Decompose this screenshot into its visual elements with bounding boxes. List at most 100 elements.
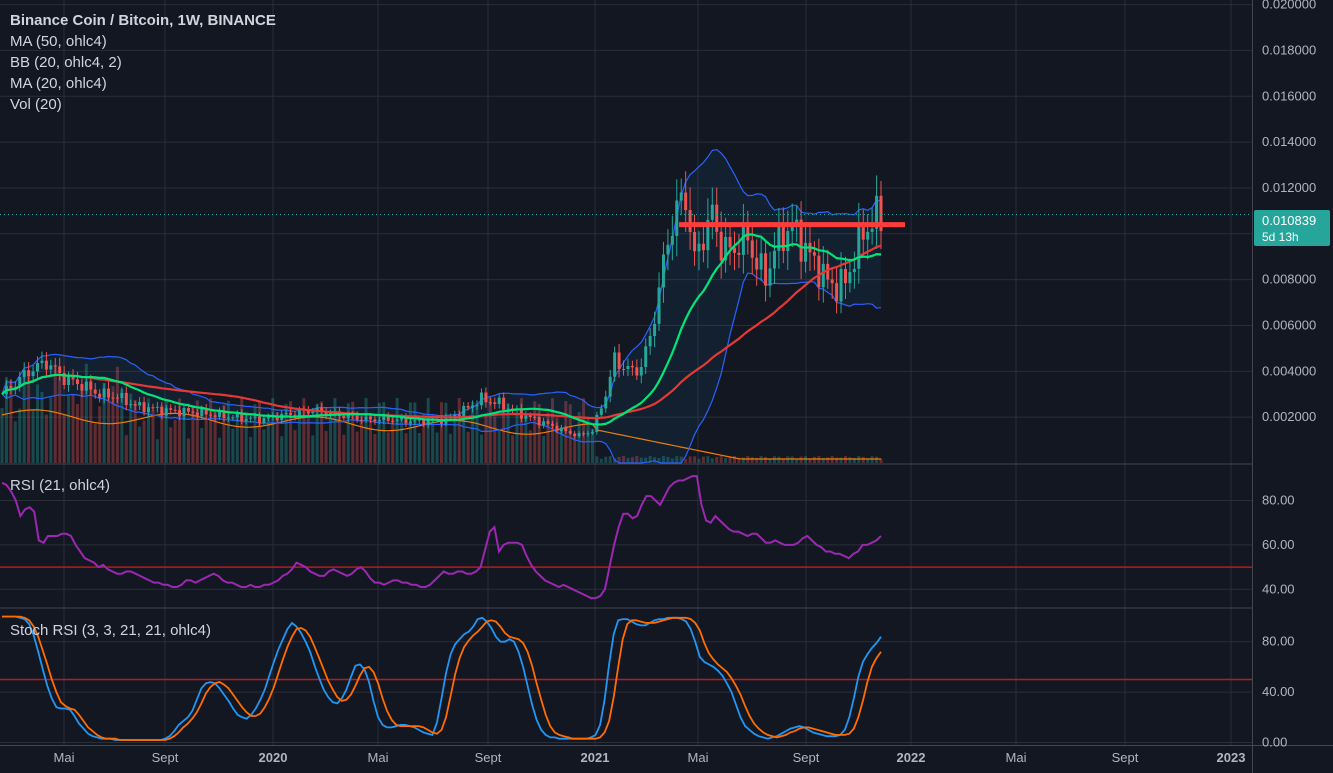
candle-body xyxy=(191,411,195,413)
candle-body xyxy=(138,402,142,406)
candle-body xyxy=(488,402,492,404)
volume-bar xyxy=(786,456,790,463)
volume-bar xyxy=(44,414,48,463)
candle-body xyxy=(36,363,40,372)
volume-bar xyxy=(861,456,865,463)
candle-body xyxy=(9,385,13,389)
candle-body xyxy=(324,411,328,416)
price-tick-label: 0.020000 xyxy=(1262,0,1316,12)
volume-bar xyxy=(173,419,177,463)
volume-bar xyxy=(515,413,519,463)
volume-bar xyxy=(129,393,133,463)
candle-body xyxy=(342,415,346,419)
candle-body xyxy=(786,231,790,252)
candle-body xyxy=(826,263,830,280)
candle-body xyxy=(306,410,310,414)
legend-stoch-rsi[interactable]: Stoch RSI (3, 3, 21, 21, ohlc4) xyxy=(10,622,211,639)
candle-body xyxy=(528,415,532,417)
volume-bar xyxy=(209,398,213,463)
volume-bar xyxy=(670,458,674,463)
time-tick-label: 2022 xyxy=(897,750,926,765)
volume-bar xyxy=(440,402,443,463)
candle-body xyxy=(866,231,870,240)
candle-body xyxy=(701,243,705,251)
candle-body xyxy=(404,417,408,424)
candle-body xyxy=(200,408,204,417)
candle-body xyxy=(768,268,772,286)
volume-bar xyxy=(408,402,412,463)
candle-body xyxy=(706,219,710,251)
candle-body xyxy=(817,255,821,288)
candle-body xyxy=(715,204,719,232)
price-tick-label: 0.008000 xyxy=(1262,272,1316,287)
legend-ma50[interactable]: MA (50, ohlc4) xyxy=(10,33,107,50)
candle-body xyxy=(493,402,497,404)
volume-bar xyxy=(777,456,781,463)
volume-bar xyxy=(58,374,62,463)
volume-bar xyxy=(40,391,44,463)
candle-body xyxy=(275,416,279,421)
legend-volume[interactable]: Vol (20) xyxy=(10,96,62,113)
candle-body xyxy=(111,397,115,399)
candle-body xyxy=(13,386,17,389)
candle-body xyxy=(568,431,572,434)
candle-body xyxy=(675,200,679,236)
candle-body xyxy=(453,414,457,417)
volume-bar xyxy=(142,420,146,463)
legend-rsi[interactable]: RSI (21, ohlc4) xyxy=(10,477,111,494)
candle-body xyxy=(630,366,634,368)
volume-bar xyxy=(124,435,128,463)
volume-bar xyxy=(808,458,812,463)
candle-body xyxy=(124,392,128,406)
last-price-tag: 0.010839 5d 13h xyxy=(1254,210,1330,246)
volume-bar xyxy=(364,398,368,463)
candle-body xyxy=(644,346,648,368)
volume-bar xyxy=(750,457,754,463)
volume-bar xyxy=(866,458,870,463)
volume-bar xyxy=(781,458,785,463)
volume-bar xyxy=(138,426,142,463)
volume-bar xyxy=(724,457,728,463)
candle-body xyxy=(710,204,714,220)
volume-bar xyxy=(519,398,523,463)
candle-body xyxy=(178,410,182,417)
volume-bar xyxy=(728,457,732,463)
volume-bar xyxy=(599,458,603,463)
stoch-tick-label: 40.00 xyxy=(1262,684,1295,699)
volume-bar xyxy=(639,457,643,463)
volume-bar xyxy=(253,404,257,463)
candle-body xyxy=(209,414,213,416)
bb-fill xyxy=(2,149,881,463)
legend-bb[interactable]: BB (20, ohlc4, 2) xyxy=(10,54,122,71)
candle-body xyxy=(764,253,768,286)
candle-body xyxy=(848,272,852,284)
legend-ma20[interactable]: MA (20, ohlc4) xyxy=(10,75,107,92)
price-tick-label: 0.012000 xyxy=(1262,180,1316,195)
candle-body xyxy=(257,416,261,424)
rsi-panel xyxy=(0,475,1252,600)
last-price-value: 0.010839 xyxy=(1262,213,1317,228)
volume-bar xyxy=(622,456,626,463)
volume-bar xyxy=(852,457,856,463)
volume-bar xyxy=(342,434,346,463)
candle-body xyxy=(426,420,430,425)
candle-body xyxy=(133,404,137,406)
volume-bar xyxy=(444,402,448,463)
time-tick-label: Sept xyxy=(152,750,179,765)
volume-bar xyxy=(795,458,799,463)
rsi-tick-label: 80.00 xyxy=(1262,493,1295,508)
volume-bar xyxy=(355,431,359,463)
volume-bar xyxy=(635,456,639,463)
volume-bar xyxy=(147,398,150,463)
candle-body xyxy=(355,415,359,420)
volume-bar xyxy=(879,458,883,463)
volume-bar xyxy=(528,430,532,463)
candle-body xyxy=(346,414,350,419)
volume-bar xyxy=(453,414,457,463)
candle-body xyxy=(368,416,372,420)
volume-bar xyxy=(133,399,137,463)
volume-bar xyxy=(559,429,563,463)
volume-bar xyxy=(306,412,310,463)
volume-bar xyxy=(195,400,199,463)
